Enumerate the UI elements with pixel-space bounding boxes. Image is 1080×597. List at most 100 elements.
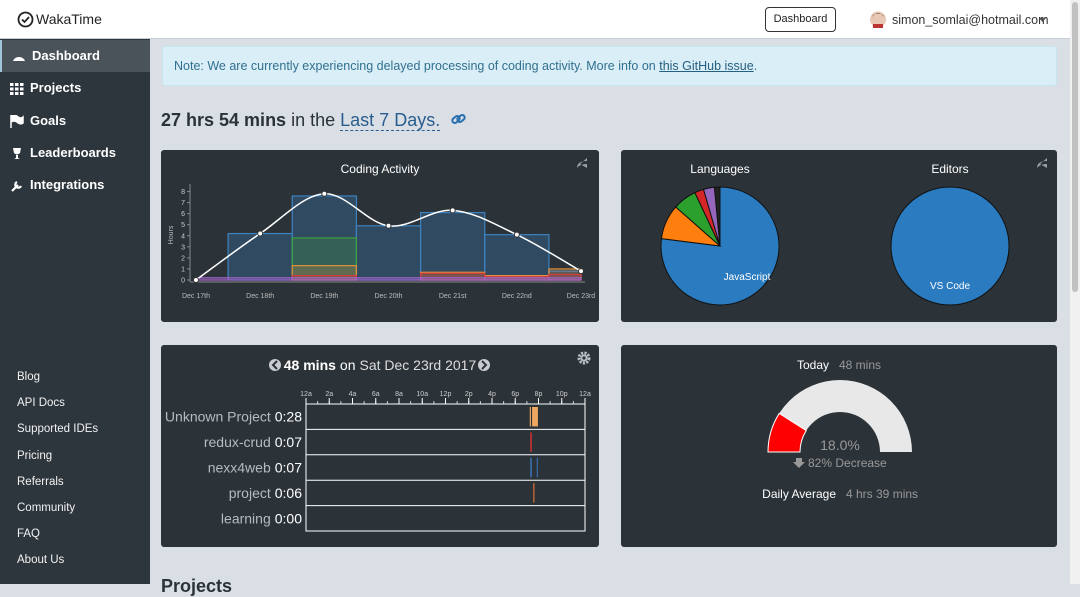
average-label: Daily Average — [762, 487, 836, 501]
activity-bar — [484, 234, 550, 281]
day-date: Sat Dec 23rd 2017 — [359, 357, 476, 373]
activity-segment — [530, 432, 532, 452]
down-arrow — [793, 458, 805, 468]
nav-label[interactable]: Goals — [30, 112, 67, 128]
activity-segment — [530, 457, 532, 478]
x-tick-label: 4p — [488, 391, 496, 398]
sidebar-link[interactable]: API Docs — [17, 397, 65, 410]
project-name: learning — [221, 510, 271, 526]
x-tick-label: 12a — [579, 391, 591, 398]
brand[interactable]: WakaTime — [36, 11, 102, 27]
next-day[interactable] — [478, 359, 490, 371]
x-tick-label: 12a — [300, 391, 312, 398]
activity-point — [578, 268, 584, 275]
activity-bar — [419, 277, 486, 281]
range-selector[interactable]: Last 7 Days. — [340, 110, 441, 131]
nav-label[interactable]: Leaderboards — [30, 144, 116, 160]
languages-editors-panel: Languages JavaScript Editors VS Code — [621, 150, 1057, 322]
logo-icon[interactable] — [17, 11, 34, 28]
sidebar-link[interactable]: FAQ — [17, 528, 41, 541]
notice-link[interactable]: this GitHub issue — [659, 59, 754, 73]
today-label: Today — [797, 358, 829, 372]
top-bar: WakaTime Dashboard simon_somlai@hotmail.… — [0, 0, 1070, 39]
y-tick-label: 0 — [181, 278, 185, 285]
project-label: project 0:06 — [229, 485, 302, 501]
gauge-value — [767, 412, 807, 453]
nav-label[interactable]: Projects — [30, 80, 82, 96]
x-tick-label: Dec 19th — [310, 293, 338, 300]
nav-label[interactable]: Dashboard — [32, 48, 100, 63]
nav-item[interactable]: Dashboard — [0, 40, 150, 72]
nav-item[interactable]: Goals — [0, 105, 150, 137]
settings-icon[interactable] — [577, 351, 591, 365]
chart-title: Coding Activity — [341, 162, 420, 176]
project-name: project — [229, 485, 271, 501]
day-total: 48 mins — [284, 357, 336, 373]
caret[interactable] — [1039, 18, 1046, 23]
nav-item[interactable]: Leaderboards — [0, 137, 150, 169]
scrollbar[interactable] — [1070, 0, 1080, 584]
activity-segment — [529, 407, 531, 427]
notice-end: . — [753, 59, 758, 73]
x-tick-label: 6p — [511, 391, 519, 398]
day-on: on — [340, 357, 356, 373]
scroll-thumb[interactable] — [1072, 2, 1078, 292]
summary-total: 27 hrs 54 mins — [161, 110, 287, 130]
sidebar: Dashboard Projects Goals Leaderboards Integr… — [0, 39, 150, 584]
project-duration: 0:06 — [275, 485, 302, 501]
x-tick-label: Dec 20th — [374, 293, 402, 300]
sidebar-link[interactable]: Referrals — [17, 475, 64, 488]
sidebar-link[interactable]: Pricing — [17, 449, 53, 462]
summary-middle: in the — [291, 110, 336, 130]
user-email[interactable]: simon_somlai@hotmail.com — [892, 13, 1049, 27]
y-tick-label: 6 — [181, 211, 185, 218]
sidebar-link[interactable]: Supported IDEs — [17, 423, 99, 436]
sidebar-link[interactable]: Community — [17, 502, 76, 514]
sidebar-link[interactable]: Blog — [17, 371, 41, 383]
share-icon[interactable] — [577, 158, 587, 168]
today-time: 48 mins — [839, 358, 881, 372]
x-tick-label: Dec 18th — [246, 293, 274, 300]
project-label: Unknown Project 0:28 — [165, 409, 302, 425]
nav-item[interactable]: Integrations — [0, 169, 150, 201]
x-tick-label: 4a — [349, 391, 357, 398]
x-tick-label: 10a — [416, 391, 428, 398]
x-tick-label: 12p — [440, 391, 452, 398]
project-duration: 0:07 — [275, 434, 302, 450]
x-tick-label: Dec 21st — [439, 293, 467, 300]
notice: Note: We are currently experiencing dela… — [162, 46, 1057, 86]
activity-segment — [532, 407, 538, 427]
nav-icon — [10, 114, 24, 128]
prev-day[interactable] — [269, 359, 281, 371]
nav-icon — [13, 147, 21, 159]
x-tick-label: Dec 23rd — [567, 293, 596, 300]
nav-item[interactable]: Projects — [0, 72, 150, 104]
y-tick-label: 1 — [181, 266, 185, 273]
dashboard-button[interactable]: Dashboard — [765, 7, 836, 32]
notice-text: Note: We are currently experiencing dela… — [174, 59, 656, 73]
gauge-label: 18.0% — [820, 437, 860, 453]
change-label: 82% Decrease — [808, 456, 887, 470]
share-icon[interactable] — [1037, 158, 1047, 168]
sidebar-link[interactable]: About Us — [17, 554, 65, 567]
nav-icon — [10, 83, 24, 96]
pie-title: Editors — [931, 162, 968, 176]
x-tick-label: Dec 17th — [182, 293, 210, 300]
link-icon[interactable] — [451, 112, 467, 126]
activity-point — [449, 207, 456, 214]
activity-point — [257, 230, 264, 237]
average-value: 4 hrs 39 mins — [846, 487, 918, 501]
y-axis-label: Hours — [168, 225, 175, 244]
summary: 27 hrs 54 mins in the Last 7 Days. — [161, 110, 467, 131]
activity-bar — [195, 277, 229, 281]
timeline-frame — [305, 403, 586, 532]
pie-slice — [890, 186, 1010, 306]
activity-segment — [536, 457, 538, 478]
project-duration: 0:00 — [275, 510, 302, 526]
avatar[interactable] — [870, 11, 886, 28]
nav-icon — [13, 57, 25, 61]
nav-label[interactable]: Integrations — [30, 177, 105, 193]
activity-point — [321, 190, 328, 197]
activity-bar — [291, 277, 358, 281]
